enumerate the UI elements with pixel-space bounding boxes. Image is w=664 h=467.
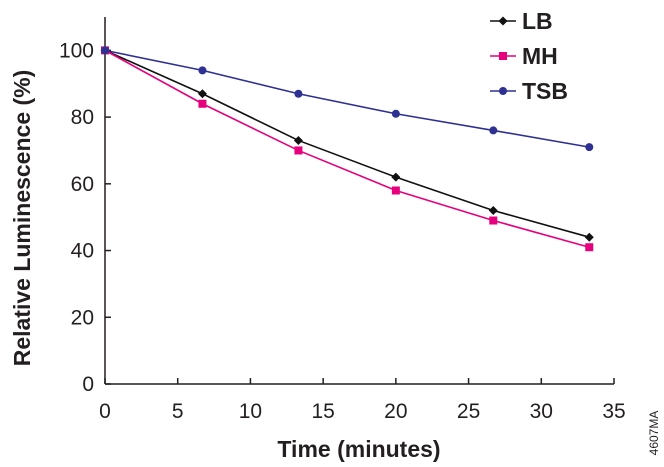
data-point-lb [293,135,303,145]
figure-code: 4607MA [647,411,661,456]
x-axis-label: Time (minutes) [277,436,440,462]
y-tick-label: 60 [71,173,94,196]
data-point-mh [198,99,207,108]
y-tick-label: 100 [59,39,94,62]
data-point-tsb [294,89,303,98]
data-point-lb [391,172,401,182]
legend-marker-lb [498,16,508,26]
legend-label-tsb: TSB [522,78,568,104]
data-point-mh [294,146,303,155]
data-point-lb [488,206,498,216]
x-tick-label: 25 [457,400,480,423]
y-ticks: 0 20 40 60 80 100 [59,39,111,396]
legend-label-mh: MH [522,43,558,69]
x-tick-label: 10 [239,400,262,423]
x-tick-label: 5 [172,400,184,423]
legend-label-lb: LB [522,8,553,34]
data-point-lb [197,89,207,99]
legend-item-lb: LB [490,8,553,34]
legend-marker-tsb [499,87,507,95]
legend-item-tsb: TSB [490,78,568,104]
y-tick-label: 80 [71,106,94,129]
x-tick-label: 35 [602,400,625,423]
x-tick-label: 20 [384,400,407,423]
data-point-mh [585,243,594,252]
series-line-lb [104,49,590,238]
legend-marker-mh [499,52,507,60]
x-ticks: 0 5 10 15 20 25 30 35 [99,378,626,423]
series-tsb [101,46,594,152]
y-tick-label: 40 [71,240,94,263]
data-point-tsb [198,66,207,75]
x-tick-label: 30 [530,400,553,423]
data-point-tsb [585,143,594,152]
series-line-tsb [104,49,590,148]
data-point-tsb [101,46,109,55]
series-mh [101,46,594,252]
series-lb [100,45,594,242]
data-point-mh [391,186,400,195]
data-point-lb [584,232,594,242]
x-tick-label: 15 [311,400,334,423]
y-axis-label: Relative Luminescence (%) [9,70,35,367]
data-point-tsb [489,126,498,135]
legend-item-mh: MH [490,43,558,69]
x-tick-label: 0 [99,400,111,423]
legend: LB MH TSB [490,8,568,104]
series-layer [100,45,594,252]
y-tick-label: 20 [71,306,94,329]
data-point-mh [489,216,498,225]
series-line-mh [104,49,590,248]
data-point-tsb [391,109,400,118]
axes [104,17,614,385]
y-tick-label: 0 [82,373,94,396]
